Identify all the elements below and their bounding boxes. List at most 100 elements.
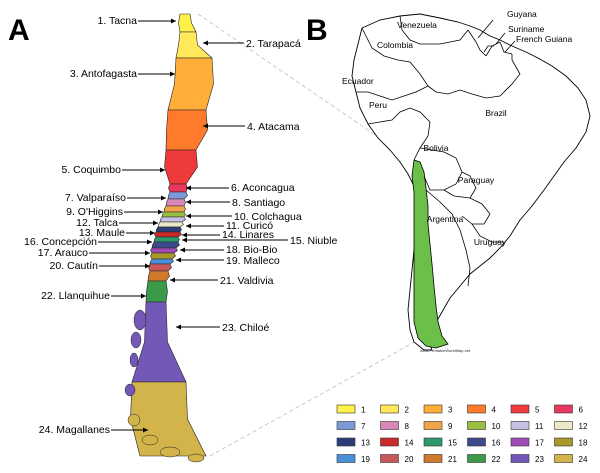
country-label-ecuador: Ecuador <box>342 76 374 86</box>
chile-region-map <box>124 13 214 463</box>
region-22-label: 22. Llanquihue <box>41 290 110 302</box>
region-3-label: 3. Antofagasta <box>70 68 137 80</box>
legend-number-18: 18 <box>579 439 588 448</box>
legend-swatch-20 <box>380 454 399 463</box>
region-8-label: 8. Santiago <box>232 197 285 209</box>
region-4-label: 4. Atacama <box>247 121 300 133</box>
country-label-french-guiana: French Guiana <box>516 34 572 44</box>
region-4-arrowhead <box>203 123 208 129</box>
country-label-brazil: Brazil <box>485 108 506 118</box>
legend-swatch-15 <box>423 437 443 447</box>
legend-number-14: 14 <box>405 439 414 448</box>
region-12-arrowhead <box>153 220 158 226</box>
region-13-arrowhead <box>150 230 155 236</box>
region-8-arrowhead <box>186 199 191 205</box>
legend-number-11: 11 <box>535 422 544 431</box>
legend-swatch-13 <box>336 437 356 447</box>
legend-swatch-7 <box>336 421 356 430</box>
region-21-shape <box>147 270 170 282</box>
region-7-label: 7. Valparaíso <box>65 192 126 204</box>
region-20-shape <box>148 263 172 272</box>
legend-number-1: 1 <box>361 406 366 415</box>
region-18-shape <box>150 252 176 260</box>
legend-swatch-9 <box>423 421 443 430</box>
coastal-island-shape <box>141 434 159 446</box>
legend-number-16: 16 <box>492 439 501 448</box>
region-17-shape <box>150 247 178 254</box>
zoom-guide-bottom <box>209 339 419 457</box>
region-4-shape <box>165 109 208 151</box>
region-2-label: 2. Tarapacá <box>246 38 301 50</box>
region-16-label: 16. Concepción <box>24 236 97 248</box>
region-11-shape <box>159 216 186 223</box>
legend-number-22: 22 <box>492 455 501 464</box>
legend-swatch-19 <box>336 454 356 463</box>
country-label-paraguay: Paraguay <box>458 175 495 185</box>
legend-swatch-6 <box>554 404 573 414</box>
region-9-shape <box>163 205 186 213</box>
legend-swatch-14 <box>380 437 399 447</box>
legend-number-12: 12 <box>579 422 588 431</box>
region-9-arrowhead <box>158 209 163 215</box>
legend-number-23: 23 <box>535 455 544 464</box>
region-5-label: 5. Coquimbo <box>61 164 121 176</box>
legend-number-9: 9 <box>448 422 453 431</box>
region-22-arrowhead <box>141 293 146 299</box>
region-1-arrowhead <box>171 18 176 24</box>
legend-number-6: 6 <box>579 406 584 415</box>
guiana-pointers <box>477 19 516 53</box>
region-1-label: 1. Tacna <box>97 15 137 27</box>
region-15-shape <box>153 236 180 243</box>
legend-number-21: 21 <box>448 455 457 464</box>
country-borders <box>356 15 521 287</box>
legend-number-17: 17 <box>535 439 544 448</box>
region-15-label: 15. Niuble <box>290 235 337 247</box>
region-9-label: 9. O'Higgins <box>66 206 123 218</box>
legend-swatch-2 <box>380 404 399 414</box>
legend-number-24: 24 <box>579 455 588 464</box>
legend-swatch-1 <box>336 404 356 414</box>
legend-swatch-18 <box>554 437 573 447</box>
region-7-shape <box>167 191 188 200</box>
region-3-arrowhead <box>170 71 175 77</box>
region-22-shape <box>145 280 168 303</box>
region-8-shape <box>165 198 186 207</box>
region-24-shape <box>130 381 207 457</box>
legend-number-10: 10 <box>492 422 501 431</box>
region-16-shape <box>151 241 180 249</box>
region-2-arrowhead <box>203 40 208 46</box>
region-6-arrowhead <box>186 185 191 191</box>
region-14-label: 14. Linares <box>222 229 274 241</box>
panel-a-letter: A <box>8 14 30 47</box>
coastal-island-shape <box>159 446 181 458</box>
coastal-island-shape <box>127 413 141 427</box>
legend-number-5: 5 <box>535 406 540 415</box>
region-6-label: 6. Aconcagua <box>231 182 295 194</box>
region-11-arrowhead <box>186 223 191 229</box>
legend-swatch-3 <box>423 404 443 414</box>
region-14-shape <box>154 231 182 238</box>
legend-swatch-5 <box>510 404 530 414</box>
legend-swatch-23 <box>510 454 530 463</box>
region-12-label: 12. Talca <box>76 217 118 229</box>
region-10-shape <box>161 211 186 218</box>
legend-number-8: 8 <box>405 422 410 431</box>
region-1-shape <box>178 13 197 33</box>
region-15-arrowhead <box>182 237 187 243</box>
legend-swatch-22 <box>467 454 486 463</box>
legend-swatch-17 <box>510 437 530 447</box>
region-21-arrowhead <box>170 277 175 283</box>
legend-number-13: 13 <box>361 439 370 448</box>
region-10-arrowhead <box>186 213 191 219</box>
region-5-shape <box>164 149 198 185</box>
region-20-label: 20. Cautín <box>50 260 99 272</box>
region-10-label: 10. Colchagua <box>234 211 302 223</box>
legend-swatch-16 <box>467 437 486 447</box>
chile-region-labels: 1. Tacna 2. Tarapacá 3. Antofagasta 4. Atac… <box>24 15 337 436</box>
country-label-guyana: Guyana <box>507 9 537 19</box>
country-label-argentina: Argentina <box>427 214 464 224</box>
